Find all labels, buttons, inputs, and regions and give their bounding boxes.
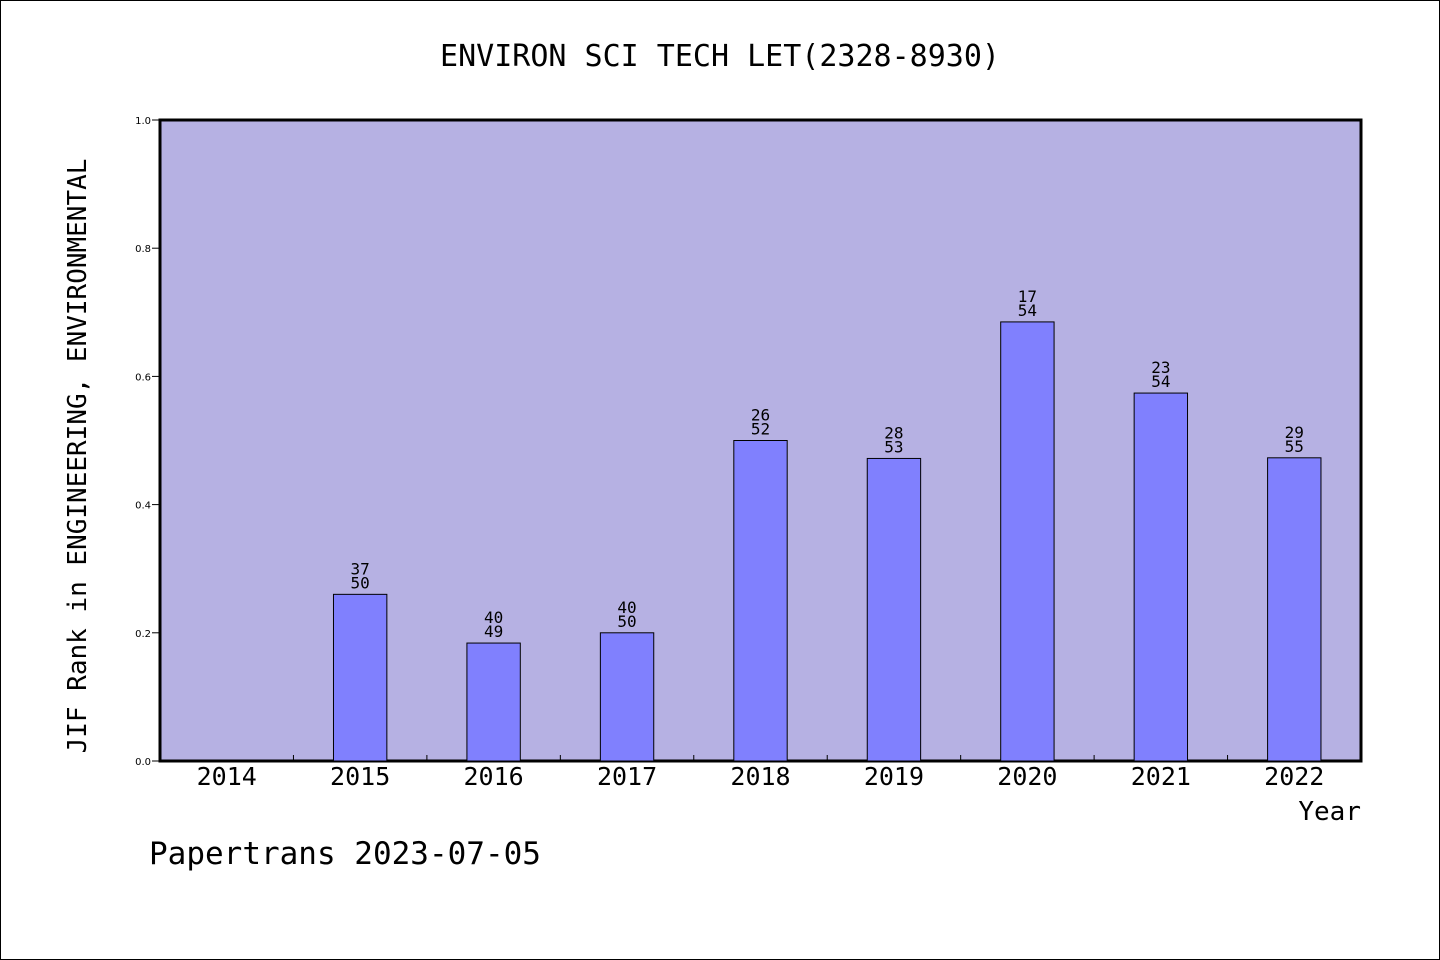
watermark-text: Papertrans 2023-07-05 [149, 836, 541, 872]
bar-2015 [332, 593, 388, 762]
bar-2017 [599, 632, 655, 762]
y-tick-label-1.0: 1.0 [135, 116, 151, 127]
bar-2022 [1267, 457, 1322, 762]
bar-2020 [1000, 321, 1055, 762]
bar-rank-label-2019: 28 [884, 423, 903, 442]
y-tick-label-0.4: 0.4 [135, 501, 151, 512]
x-tick-label-2019: 2019 [864, 762, 924, 791]
x-tick-label-2020: 2020 [997, 762, 1057, 791]
bar-total-label-2017: 50 [617, 612, 636, 631]
bar-rank-label-2021: 23 [1151, 358, 1170, 377]
x-tick-label-2021: 2021 [1131, 762, 1191, 791]
ticks-layer: 2014 2015 2016 2017 2018 2019 2020 2021 2022 0.0 0… [135, 116, 1324, 791]
x-tick-label-2022: 2022 [1264, 762, 1324, 791]
bar-2019 [866, 457, 922, 762]
bar-rank-label-2018: 26 [751, 406, 770, 425]
x-tick-label-2016: 2016 [464, 762, 524, 791]
bar-2018 [733, 440, 788, 762]
y-tick-label-0.6: 0.6 [135, 372, 151, 383]
bar-total-label-2021: 54 [1151, 372, 1170, 391]
y-tick-label-0.0: 0.0 [135, 757, 151, 768]
x-tick-label-2015: 2015 [330, 762, 390, 791]
bar-total-label-2020: 54 [1018, 301, 1037, 320]
x-tick-label-2018: 2018 [730, 762, 790, 791]
x-tick-label-2017: 2017 [597, 762, 657, 791]
bar-rank-label-2017: 40 [617, 598, 636, 617]
y-tick-label-0.8: 0.8 [135, 244, 151, 255]
bar-total-label-2019: 53 [884, 437, 903, 456]
y-tick-label-0.2: 0.2 [135, 629, 151, 640]
bar-rank-label-2020: 17 [1018, 287, 1037, 306]
bar-rank-label-2015: 37 [351, 559, 370, 578]
bar-total-label-2015: 50 [351, 573, 370, 592]
bar-2021 [1133, 392, 1189, 762]
y-axis-label: JIF Rank in ENGINEERING, ENVIRONMENTAL [63, 159, 93, 754]
x-axis-label: Year [1298, 797, 1361, 827]
bar-2016 [466, 642, 521, 762]
x-tick-label-2014: 2014 [197, 762, 257, 791]
bar-rank-label-2016: 40 [484, 608, 503, 627]
bar-total-label-2018: 52 [751, 420, 770, 439]
bar-rank-label-2022: 29 [1285, 423, 1304, 442]
bar-total-label-2022: 55 [1285, 437, 1304, 456]
bar-total-label-2016: 49 [484, 622, 503, 641]
chart-title: ENVIRON SCI TECH LET(2328-8930) [440, 39, 1000, 74]
